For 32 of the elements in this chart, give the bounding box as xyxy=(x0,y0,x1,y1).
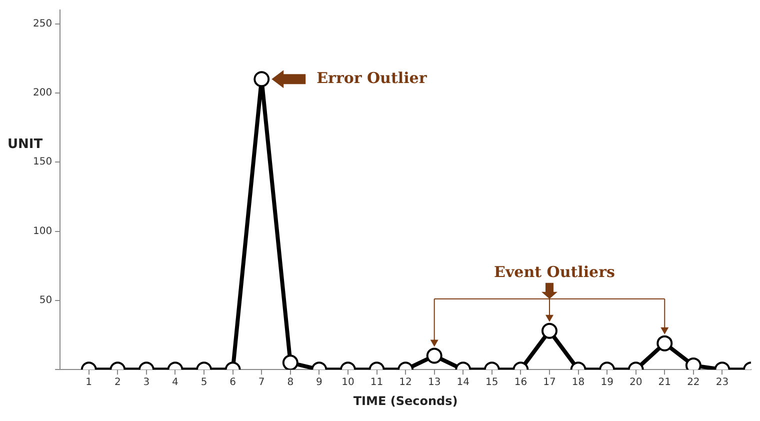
x-tick-label: 22 xyxy=(687,377,700,388)
y-tick-label: 250 xyxy=(32,18,52,30)
x-tick-label: 10 xyxy=(342,377,354,388)
x-tick-label: 6 xyxy=(230,377,236,388)
x-tick-label: 1 xyxy=(86,377,92,388)
x-tick-label: 4 xyxy=(172,377,178,388)
x-tick-label: 11 xyxy=(370,377,384,388)
x-tick-label: 18 xyxy=(572,377,585,388)
y-tick-label: 150 xyxy=(32,156,52,168)
annotation: Event Outliers xyxy=(494,262,615,281)
x-tick-label: 3 xyxy=(143,377,150,388)
x-tick-label: 5 xyxy=(200,377,208,388)
x-tick-label: 16 xyxy=(514,377,528,388)
x-tick-label: 23 xyxy=(716,377,729,388)
x-tick-label: 19 xyxy=(600,377,614,388)
y-axis-title: UNIT xyxy=(7,137,43,152)
x-axis-title: TIME (Seconds) xyxy=(353,394,458,408)
x-tick-label: 7 xyxy=(258,377,265,388)
y-tick-label: 100 xyxy=(32,226,52,237)
x-tick-label: 12 xyxy=(399,377,412,388)
x-tick-label: 21 xyxy=(658,377,672,388)
annotation: Error Outlier xyxy=(316,69,428,88)
x-tick-label: 9 xyxy=(316,377,322,388)
x-tick-label: 17 xyxy=(543,377,556,388)
x-tick-label: 8 xyxy=(287,377,294,388)
x-tick-label: 2 xyxy=(114,377,121,388)
x-tick-label: 13 xyxy=(428,377,441,388)
y-tick-label: 50 xyxy=(39,295,52,306)
x-tick-label: 15 xyxy=(486,377,498,388)
x-tick-label: 14 xyxy=(456,377,470,388)
x-tick-label: 20 xyxy=(629,377,642,388)
y-tick-label: 200 xyxy=(32,88,52,99)
